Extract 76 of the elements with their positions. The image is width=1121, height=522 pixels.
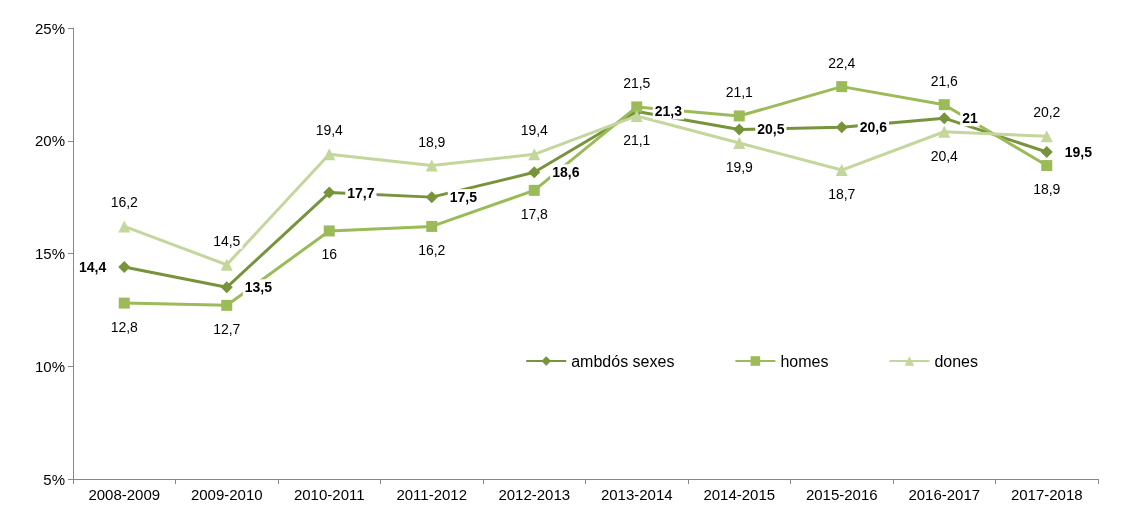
point [938, 99, 950, 111]
y-tick-label: 10% [34, 357, 65, 375]
data-label: 19,5 [1064, 144, 1093, 161]
x-tick-label: 2011-2012 [396, 486, 468, 503]
point [733, 110, 745, 122]
data-label: 14,4 [79, 259, 107, 276]
point [425, 159, 438, 172]
data-label: 20,6 [859, 119, 888, 136]
data-label: 17,8 [520, 205, 549, 222]
point [938, 112, 951, 125]
point [835, 164, 848, 177]
point [118, 297, 130, 309]
data-label: 20,2 [1033, 104, 1061, 121]
point [630, 109, 643, 122]
data-label: 22,4 [828, 55, 856, 72]
data-label: 20,4 [930, 147, 959, 164]
point [220, 258, 233, 271]
y-tick-label: 5% [43, 470, 65, 488]
x-tick-label: 2008-2009 [88, 486, 161, 503]
legend-label: ambdós sexes [571, 352, 675, 370]
point [1040, 146, 1053, 159]
data-label: 21,6 [930, 73, 959, 90]
point [426, 220, 438, 232]
point [323, 225, 335, 237]
data-label: 21,3 [654, 103, 683, 120]
point [118, 220, 131, 233]
x-tick-label: 2017-2018 [1010, 486, 1083, 503]
legend-label: dones [934, 352, 978, 370]
x-tick-label: 2010-2011 [293, 486, 365, 503]
data-label: 21,5 [623, 75, 651, 92]
data-label: 21,1 [623, 131, 651, 148]
point [528, 166, 541, 179]
point [323, 148, 336, 161]
data-label: 18,9 [1033, 181, 1061, 198]
y-tick-label: 20% [34, 132, 65, 150]
point [528, 184, 540, 196]
data-label: 14,5 [213, 232, 241, 249]
data-label: 21 [962, 110, 979, 127]
data-label: 12,7 [213, 320, 241, 337]
x-tick-label: 2009-2010 [190, 486, 263, 503]
data-label: 18,7 [828, 186, 856, 203]
data-label: 16 [321, 246, 338, 263]
point [1040, 130, 1053, 143]
point [938, 125, 951, 138]
point [631, 101, 643, 113]
point [221, 299, 233, 311]
data-label: 13,5 [244, 279, 273, 296]
x-tick-label: 2015-2016 [805, 486, 878, 503]
data-label: 12,8 [110, 318, 139, 335]
data-label: 19,4 [315, 122, 344, 139]
x-tick-label: 2012-2013 [498, 486, 571, 503]
x-tick-label: 2014-2015 [703, 486, 776, 503]
point [733, 123, 746, 136]
point [118, 261, 131, 274]
legend-label: homes [780, 352, 829, 370]
data-label: 19,9 [725, 159, 754, 176]
y-tick-label: 25% [34, 19, 65, 37]
y-tick-label: 15% [34, 245, 65, 262]
data-label: 19,4 [520, 122, 549, 139]
data-label: 16,2 [418, 241, 446, 258]
point [836, 81, 848, 93]
data-label: 18,9 [418, 133, 446, 150]
data-label: 17,5 [449, 189, 478, 206]
point [1041, 160, 1053, 172]
x-tick-label: 2013-2014 [600, 486, 673, 503]
point [323, 186, 336, 199]
data-label: 18,6 [552, 164, 580, 181]
data-label: 20,5 [757, 121, 785, 138]
x-tick-label: 2016-2017 [908, 486, 981, 503]
data-label: 17,7 [347, 184, 375, 201]
point [425, 191, 438, 204]
point [220, 281, 233, 294]
data-label: 21,1 [725, 84, 754, 101]
point [528, 148, 541, 161]
point [733, 137, 746, 150]
data-label: 16,2 [110, 194, 139, 211]
